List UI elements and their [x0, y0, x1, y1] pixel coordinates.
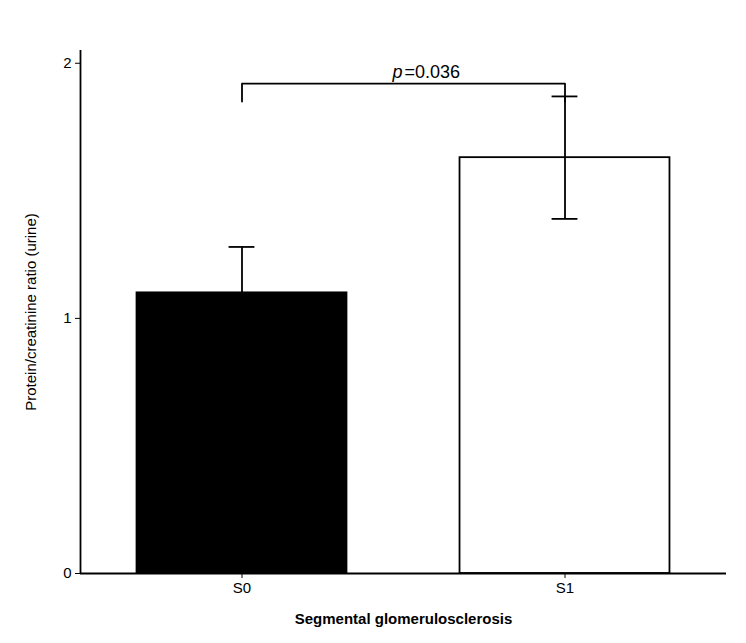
svg-text:2: 2: [63, 54, 71, 71]
svg-text:0: 0: [63, 564, 71, 581]
svg-text:S1: S1: [556, 579, 574, 596]
svg-text:1: 1: [63, 309, 71, 326]
svg-text:p: p: [391, 62, 402, 82]
svg-text:S0: S0: [233, 579, 251, 596]
svg-text:Segmental glomerulosclerosis: Segmental glomerulosclerosis: [295, 610, 513, 627]
svg-text:Protein/creatinine ratio (urin: Protein/creatinine ratio (urine): [22, 213, 39, 411]
svg-text:=0.036: =0.036: [405, 62, 461, 82]
